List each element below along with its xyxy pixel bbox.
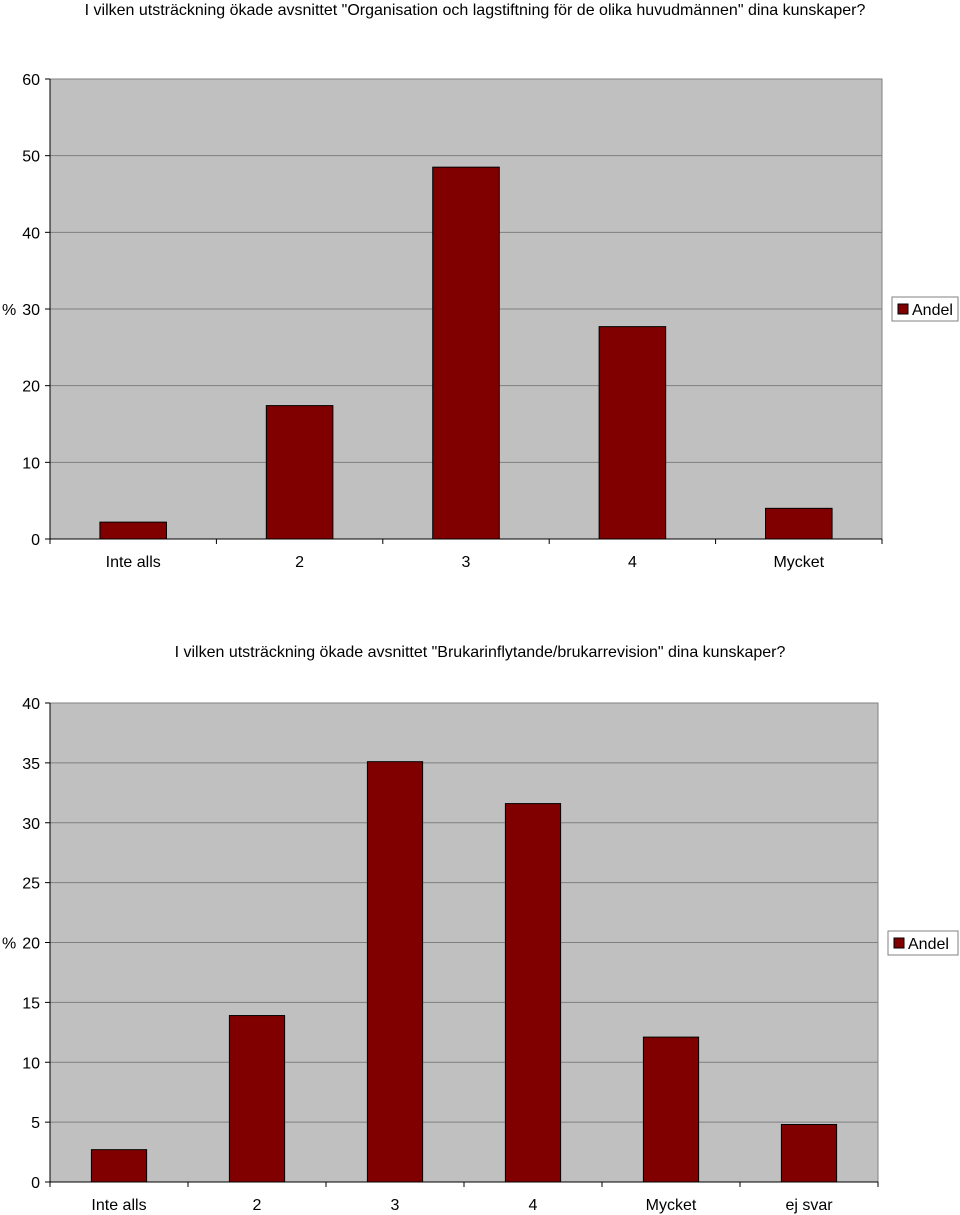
bar-mycket — [765, 507, 833, 540]
y-tick-label: 10 — [22, 455, 40, 472]
y-tick-label: 15 — [22, 995, 40, 1012]
y-tick-label: 0 — [31, 1175, 40, 1192]
chart-2-title: I vilken utsträckning ökade avsnittet "B… — [174, 644, 786, 661]
y-tick-label: 60 — [22, 72, 40, 89]
legend-swatch — [897, 303, 909, 315]
y-tick-label: 10 — [22, 1055, 40, 1072]
x-tick-label: Mycket — [773, 554, 824, 571]
y-tick-label: 40 — [22, 225, 40, 242]
x-tick-label: 3 — [462, 554, 471, 571]
legend-label: Andel — [908, 936, 949, 953]
y-tick-label: 35 — [22, 756, 40, 773]
chart-1: 0 10 20 30 40 50 60% Inte alls 2 3 4 Mycket Andel — [2, 72, 959, 571]
x-tick-label: Mycket — [646, 1197, 697, 1214]
bar-3 — [432, 166, 500, 540]
y-tick-label: 5 — [31, 1115, 40, 1132]
y-tick-label: 20 — [22, 379, 40, 396]
y-tick-label: 0 — [31, 532, 40, 549]
legend-swatch — [893, 937, 905, 949]
bar-inte-alls — [90, 1149, 148, 1183]
y-axis-label: % — [2, 936, 16, 953]
y-tick-label: 30 — [22, 816, 40, 833]
x-tick-label: 4 — [529, 1197, 538, 1214]
y-tick-label: 30 — [22, 302, 40, 319]
x-tick-label: 2 — [295, 554, 304, 571]
y-tick-label: 25 — [22, 876, 40, 893]
legend-label: Andel — [912, 302, 953, 319]
legend — [887, 930, 959, 956]
y-tick-label: 20 — [22, 936, 40, 953]
bar-4 — [598, 326, 667, 540]
bar-mycket — [642, 1036, 700, 1183]
bar-inte-alls — [99, 521, 167, 540]
bar-3 — [366, 761, 424, 1183]
bar-2 — [265, 405, 334, 540]
x-tick-label: ej svar — [785, 1197, 833, 1214]
bar-2 — [228, 1015, 286, 1183]
x-tick-label: 3 — [391, 1197, 400, 1214]
y-tick-label: 40 — [22, 696, 40, 713]
y-axis-label: % — [2, 302, 16, 319]
x-tick-label: Inte alls — [106, 554, 161, 571]
x-tick-label: 2 — [253, 1197, 262, 1214]
chart-1-title: I vilken utsträckning ökade avsnittet "O… — [84, 2, 866, 19]
y-tick-label: 50 — [22, 149, 40, 166]
bar-4 — [504, 803, 562, 1183]
x-tick-label: Inte alls — [91, 1197, 146, 1214]
bar-ej-svar — [780, 1124, 838, 1183]
x-tick-label: 4 — [628, 554, 637, 571]
